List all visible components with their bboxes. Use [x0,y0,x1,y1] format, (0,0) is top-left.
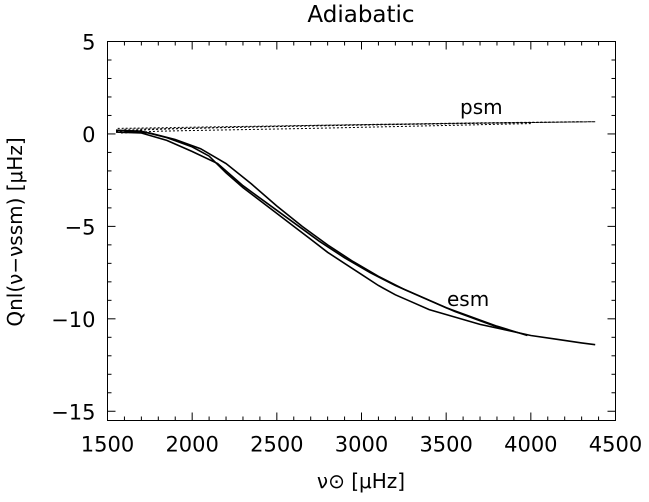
x-tick-label: 1500 [81,433,134,457]
y-axis-label: Qnl(ν−νssm) [μHz] [3,137,27,326]
psm-series-line-7 [124,121,582,130]
series-layer [115,121,596,346]
esm-series-line-1 [115,129,596,346]
x-tick-label: 3500 [419,433,472,457]
x-tick-label: 4500 [589,433,642,457]
x-tick-label: 2000 [165,433,218,457]
chart-title: Adiabatic [307,2,414,28]
y-tick-label: 5 [82,31,95,55]
x-axis-label: ν⊙ [μHz] [317,469,405,493]
plot-frame [107,41,616,421]
y-tick-label: 0 [82,123,95,147]
x-tick-label: 4000 [504,433,557,457]
x-tick-label: 2500 [250,433,303,457]
psm-series-line-5 [117,121,596,129]
y-tick-label: −15 [51,400,95,424]
annotation-esm: esm [447,287,489,311]
psm-series-line-4 [115,121,596,132]
y-tick-label: −5 [65,215,96,239]
x-tick-label: 3000 [335,433,388,457]
annotation-psm: psm [460,95,503,119]
y-tick-label: −10 [51,308,95,332]
ticks-layer: 1500 2000 2500 3000 3500 4000 4500 5 0 −5 −10 −15 [51,31,642,457]
esm-series-line-3 [124,130,506,331]
